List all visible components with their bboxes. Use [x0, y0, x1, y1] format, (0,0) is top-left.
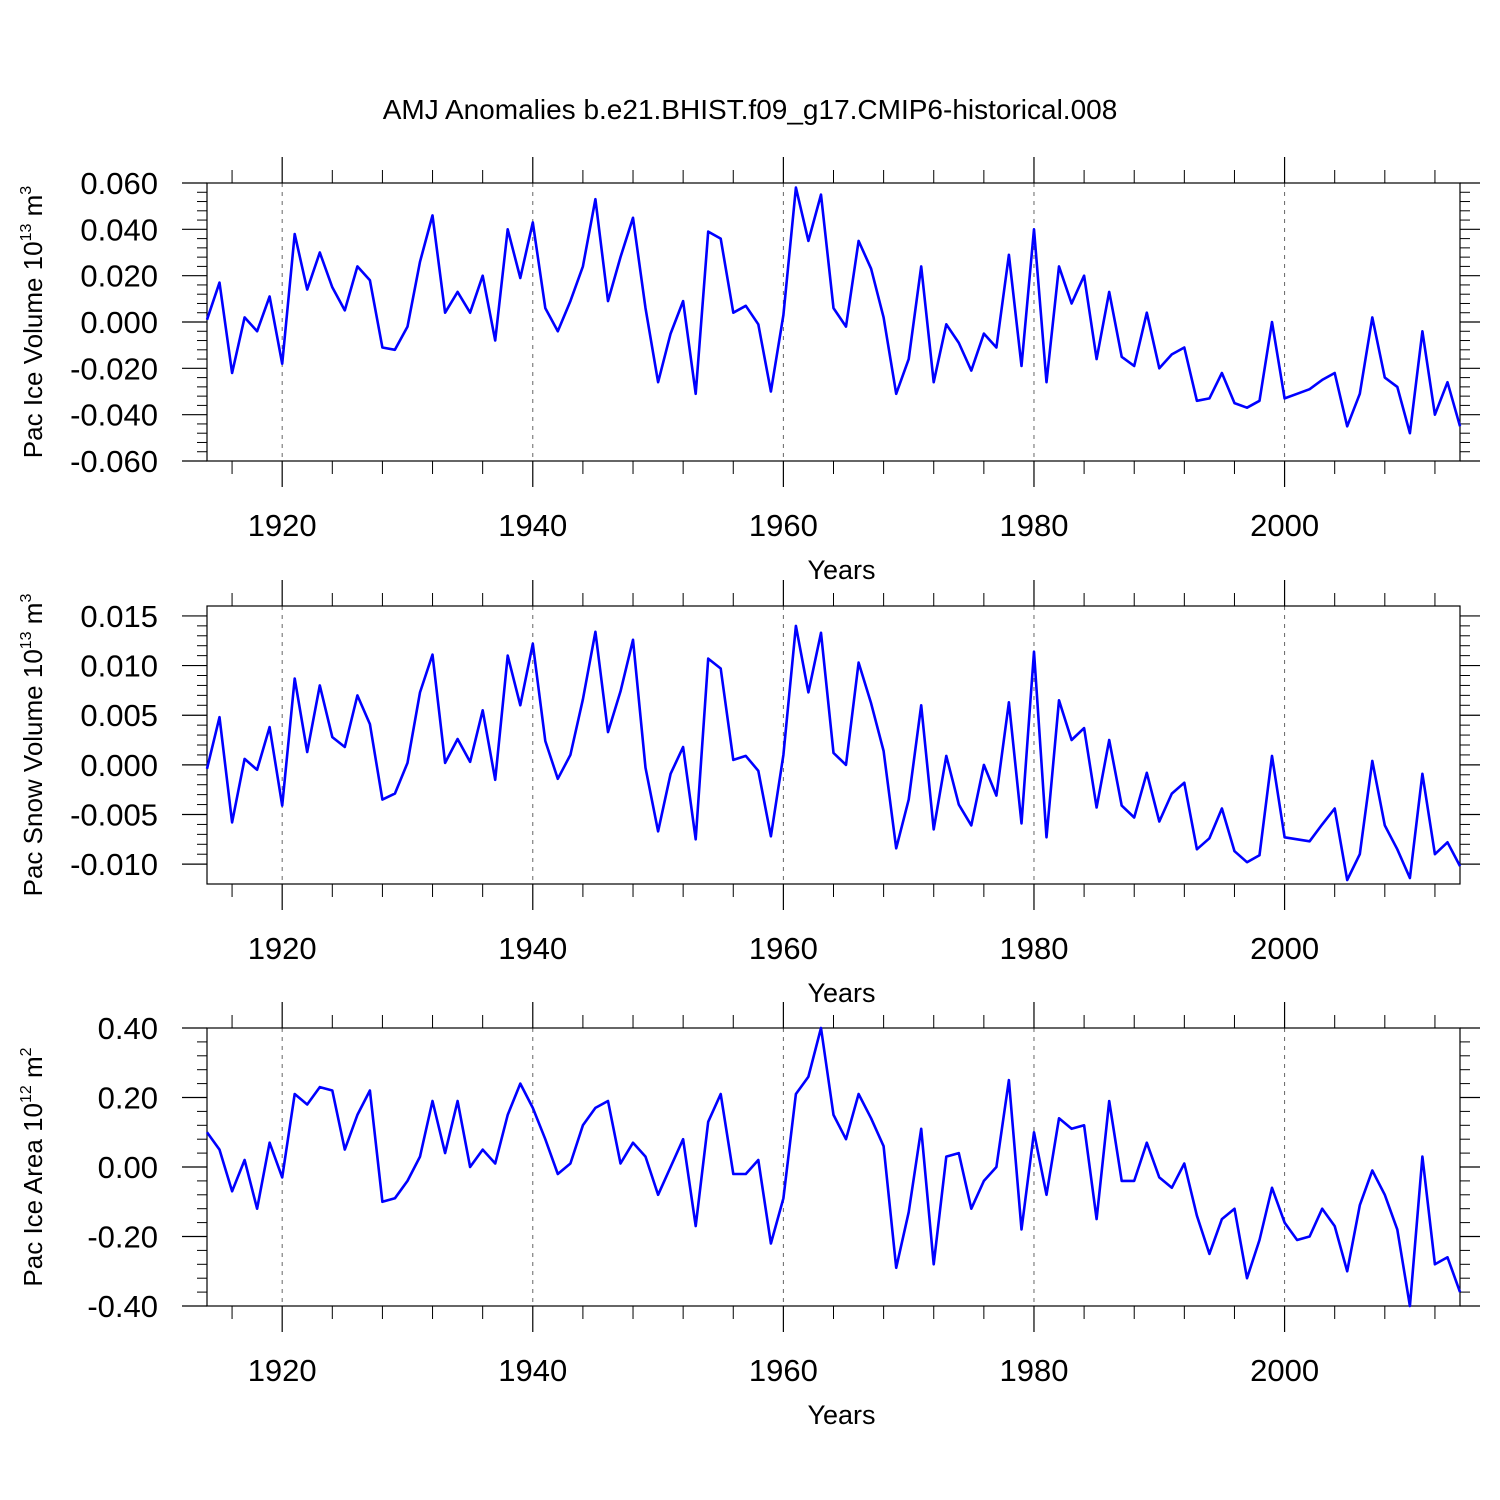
- y-tick-label: 0.005: [80, 698, 158, 733]
- x-tick-label: 2000: [1250, 1353, 1319, 1388]
- y-tick-label: 0.020: [80, 259, 158, 294]
- x-tick-label: 1940: [498, 508, 567, 543]
- y-axis-label: Pac Ice Volume 1013 m3: [18, 186, 48, 459]
- y-tick-label: 0.010: [80, 649, 158, 684]
- x-tick-label: 1920: [248, 931, 317, 966]
- plot-frame: [206, 1027, 1461, 1307]
- y-axis-label: Pac Ice Area 1012 m2: [18, 1047, 48, 1286]
- x-axis-label: Years: [807, 555, 875, 585]
- y-tick-label: 0.40: [98, 1011, 158, 1046]
- y-axis-label: Pac Snow Volume 1013 m3: [18, 594, 48, 897]
- x-axis-label: Years: [807, 978, 875, 1008]
- chart-title: AMJ Anomalies b.e21.BHIST.f09_g17.CMIP6-…: [383, 94, 1118, 125]
- y-tick-label: -0.060: [70, 444, 158, 479]
- y-tick-label: 0.015: [80, 599, 158, 634]
- series-line: [205, 1026, 1462, 1308]
- panel-2: -0.010 -0.005 0.000 0.005 0.010 0.015 1920 1940…: [18, 580, 1480, 1008]
- y-tick-label: 0.040: [80, 212, 158, 247]
- panel-3: -0.40 -0.20 0.00 0.20 0.40 1920 1940 1960 1980 20…: [18, 1002, 1480, 1430]
- y-tick-label: 0.000: [80, 305, 158, 340]
- y-tick-label: 0.00: [98, 1150, 158, 1185]
- y-tick-label: 0.060: [80, 166, 158, 201]
- x-tick-label: 1940: [498, 1353, 567, 1388]
- x-axis-label: Years: [807, 1400, 875, 1430]
- y-tick-label: -0.010: [70, 847, 158, 882]
- x-tick-label: 1940: [498, 931, 567, 966]
- x-tick-label: 1960: [749, 931, 818, 966]
- y-tick-label: 0.000: [80, 748, 158, 783]
- y-tick-label: -0.40: [87, 1289, 158, 1324]
- x-tick-label: 1980: [999, 508, 1068, 543]
- x-tick-label: 1960: [749, 508, 818, 543]
- y-tick-label: -0.005: [70, 798, 158, 833]
- y-tick-label: -0.20: [87, 1220, 158, 1255]
- x-tick-label: 2000: [1250, 508, 1319, 543]
- series-line: [205, 186, 1462, 435]
- y-tick-label: 0.20: [98, 1081, 158, 1116]
- x-tick-label: 1980: [999, 931, 1068, 966]
- x-tick-label: 1960: [749, 1353, 818, 1388]
- panels: -0.060 -0.040 -0.020 0.000 0.020 0.040 0.060 19…: [18, 157, 1480, 1430]
- y-tick-label: -0.040: [70, 398, 158, 433]
- x-tick-label: 1980: [999, 1353, 1068, 1388]
- x-tick-label: 1920: [248, 1353, 317, 1388]
- y-tick-label: -0.020: [70, 351, 158, 386]
- x-tick-label: 1920: [248, 508, 317, 543]
- panel-1: -0.060 -0.040 -0.020 0.000 0.020 0.040 0.060 19…: [18, 157, 1480, 585]
- x-tick-label: 2000: [1250, 931, 1319, 966]
